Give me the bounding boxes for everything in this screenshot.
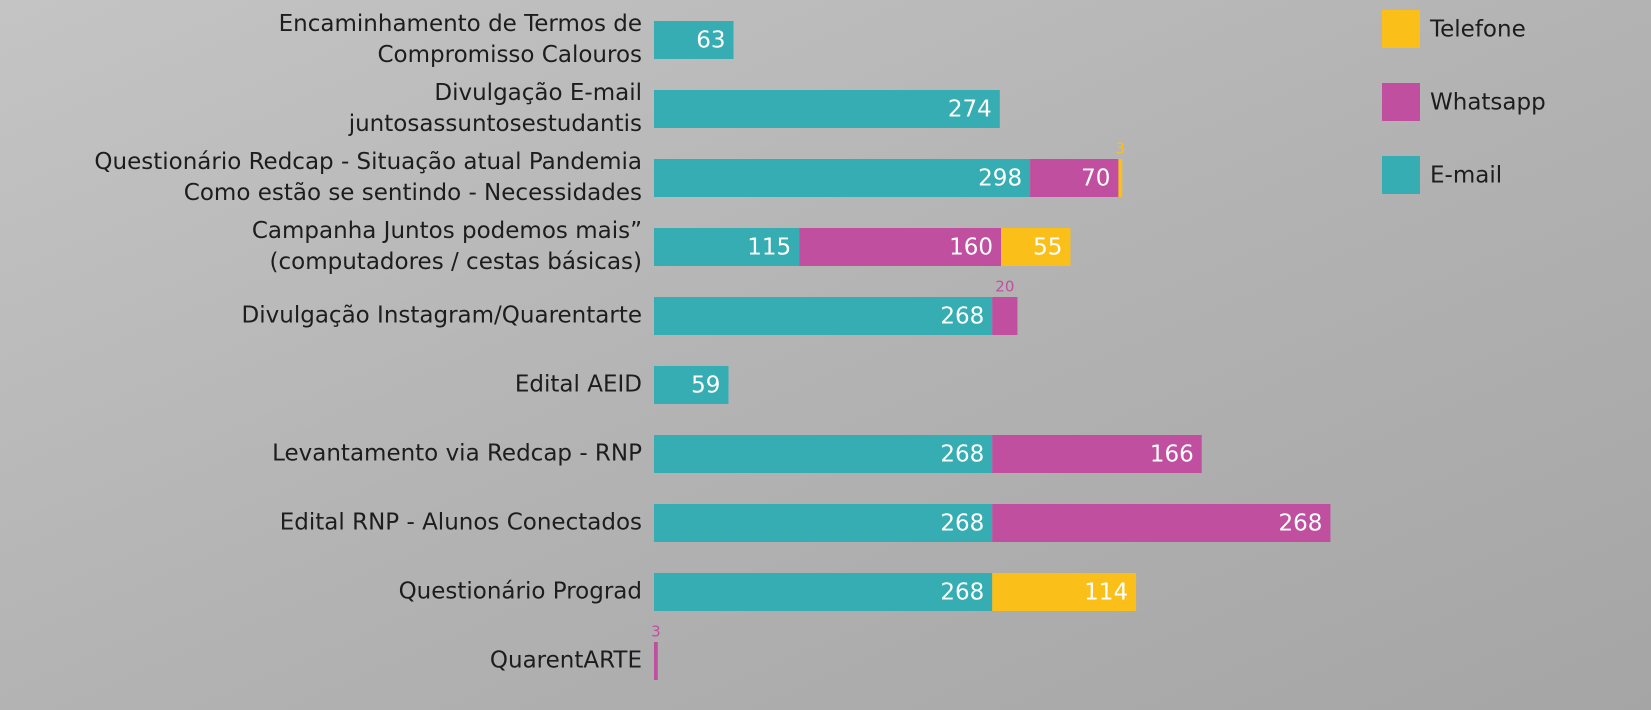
value-label: 274 <box>948 97 992 123</box>
bar-segment <box>992 297 1017 335</box>
category-label: Questionário Prograd <box>399 579 642 605</box>
value-label: 20 <box>995 278 1014 296</box>
bar-segment <box>654 159 1030 197</box>
value-label: 3 <box>1116 140 1126 158</box>
legend-label: Telefone <box>1429 17 1526 43</box>
category-label: Divulgação E-mail <box>434 80 642 106</box>
bar-segment <box>654 642 658 680</box>
legend-swatch <box>1382 156 1420 194</box>
category-label: Questionário Redcap - Situação atual Pan… <box>94 149 642 175</box>
value-label: 59 <box>691 373 720 399</box>
value-label: 3 <box>651 623 661 641</box>
category-label: Campanha Juntos podemos mais” <box>252 218 642 244</box>
category-label: Divulgação Instagram/Quarentarte <box>242 303 642 329</box>
chart: Encaminhamento de Termos de Compromisso C… <box>0 0 1651 710</box>
value-label: 268 <box>940 304 984 330</box>
category-label: (computadores / cestas básicas) <box>270 249 642 275</box>
category-label: Levantamento via Redcap - RNP <box>272 441 642 467</box>
bar-segment <box>1118 159 1122 197</box>
legend-swatch <box>1382 83 1420 121</box>
legend-label: Whatsapp <box>1430 90 1546 116</box>
category-label: QuarentARTE <box>490 648 642 674</box>
value-label: 115 <box>747 235 791 261</box>
value-label: 55 <box>1033 235 1062 261</box>
legend-swatch <box>1382 10 1420 48</box>
value-label: 268 <box>940 511 984 537</box>
value-label: 268 <box>940 580 984 606</box>
category-label: Compromisso Calouros <box>378 42 643 68</box>
value-label: 298 <box>978 166 1022 192</box>
value-label: 70 <box>1081 166 1110 192</box>
value-label: 63 <box>696 28 725 54</box>
category-label: Edital RNP - Alunos Conectados <box>280 510 642 536</box>
category-label: juntosassuntosestudantis <box>348 111 642 137</box>
category-label: Edital AEID <box>515 372 642 398</box>
value-label: 160 <box>949 235 993 261</box>
category-label: Como estão se sentindo - Necessidades <box>184 180 642 206</box>
value-label: 166 <box>1150 442 1194 468</box>
value-label: 268 <box>940 442 984 468</box>
legend-label: E-mail <box>1430 163 1502 189</box>
value-label: 114 <box>1084 580 1128 606</box>
category-label: Encaminhamento de Termos de <box>279 11 642 37</box>
value-label: 268 <box>1279 511 1323 537</box>
